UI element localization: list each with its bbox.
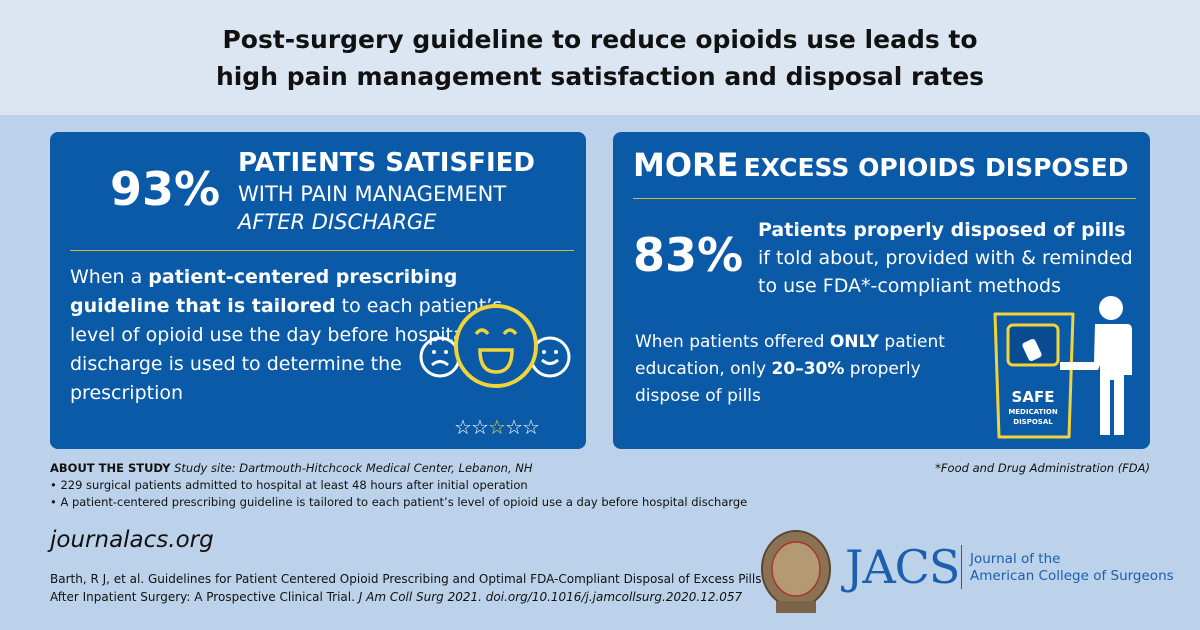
page-title: Post-surgery guideline to reduce opioids… [215,24,985,91]
satisfaction-line2: WITH PAIN MANAGEMENT [238,182,507,206]
svg-text:SAFE: SAFE [1012,388,1055,406]
safe-disposal-bin-icon: SAFE MEDICATION DISPOSAL [993,296,1132,439]
disposal-subtext: Patients properly disposed of pills if to… [758,219,1133,297]
study-info: ABOUT THE STUDY Study site: Dartmouth-Hi… [50,461,748,509]
citation: Barth, R J, et al. Guidelines for Patien… [50,572,762,604]
acs-seal-logo [761,530,831,613]
divider [70,250,574,251]
star-icon: ☆ [471,415,489,437]
satisfaction-line3: AFTER DISCHARGE [238,210,437,234]
website-link[interactable]: journalacs.org [50,527,214,553]
fda-footnote: *Food and Drug Administration (FDA) [935,461,1150,475]
disposal-headline: MORE EXCESS OPIOIDS DISPOSED [633,146,1129,184]
disposal-body: When patients offered ONLY patient educa… [635,332,945,406]
svg-text:DISPOSAL: DISPOSAL [1013,418,1053,426]
satisfaction-percent: 93% [110,162,221,216]
svg-text:MEDICATION: MEDICATION [1008,408,1058,416]
disposal-percent: 83% [633,228,744,282]
star-icon-highlighted: ☆ [488,415,506,437]
person-icon [1060,296,1132,435]
satisfaction-headline: PATIENTS SATISFIED [238,148,535,178]
star-icon: ☆ [505,415,523,437]
star-rating: ☆ ☆ ☆ ☆ ☆ [454,415,540,437]
satisfaction-body: When a patient-centered prescribing guid… [70,266,503,404]
smiley-faces-icon: ☆ ☆ ☆ ☆ ☆ [419,304,571,437]
header: Post-surgery guideline to reduce opioids… [0,0,1200,115]
satisfaction-card: 93% PATIENTS SATISFIED WITH PAIN MANAGEM… [50,132,586,449]
jacs-logo: JACS [845,540,960,594]
disposal-card: MORE EXCESS OPIOIDS DISPOSED 83% Patient… [613,132,1150,449]
divider [633,198,1136,199]
star-icon: ☆ [522,415,540,437]
logo-divider [961,545,962,589]
star-icon: ☆ [454,415,472,437]
journal-name: Journal of the American College of Surgeo… [970,551,1174,584]
